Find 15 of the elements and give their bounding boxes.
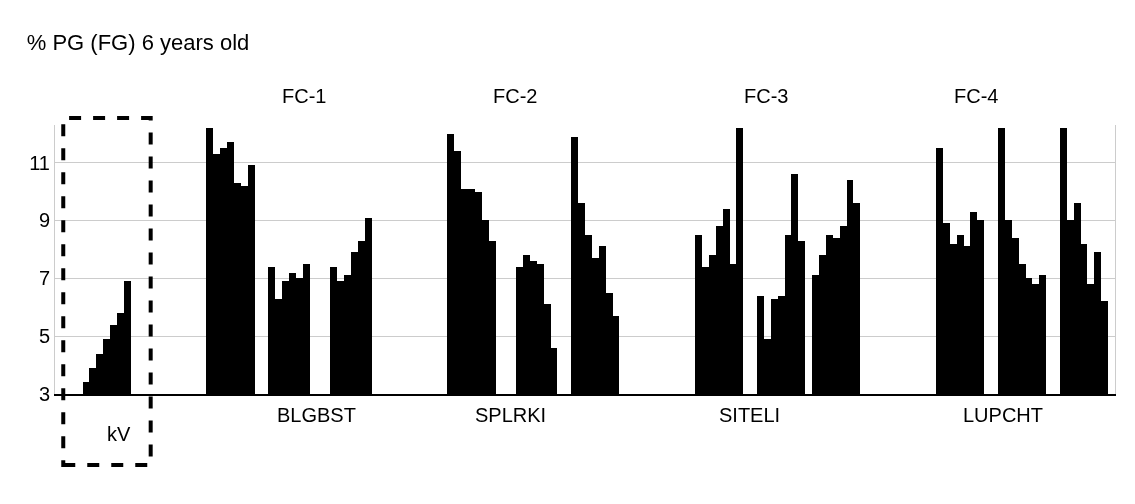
chart-title: % PG (FG) 6 years old bbox=[26, 29, 250, 55]
text: BLGBST bbox=[277, 404, 356, 426]
text: FC-4 bbox=[954, 85, 999, 107]
y-tick-label: 5 bbox=[38, 325, 50, 348]
text: FC-2 bbox=[493, 85, 538, 107]
text: SPLRKI bbox=[475, 404, 547, 426]
text: LUPCHT bbox=[963, 404, 1044, 426]
text: SITELI bbox=[719, 404, 781, 426]
y-tick-label: 7 bbox=[38, 267, 50, 290]
text: FC-1 bbox=[282, 85, 327, 107]
y-tick-label: 3 bbox=[38, 383, 50, 405]
text: kV bbox=[107, 423, 131, 445]
text: FC-3 bbox=[744, 85, 789, 107]
y-tick-label: 9 bbox=[38, 209, 50, 232]
y-tick-label: 11 bbox=[29, 151, 50, 174]
